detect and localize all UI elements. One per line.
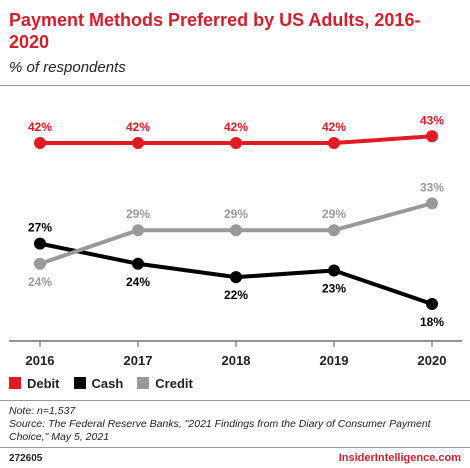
brand-logo-text: InsiderIntelligence.com [338, 452, 461, 464]
cash-data-label: 23% [322, 281, 346, 295]
credit-data-label: 29% [224, 207, 248, 221]
source-text: Source: The Federal Reserve Banks, "2021… [9, 418, 431, 443]
cash-data-label: 24% [126, 275, 150, 289]
x-tick-label: 2016 [26, 353, 55, 368]
debit-point [328, 137, 340, 149]
cash-data-label: 22% [224, 288, 248, 302]
footer-divider [0, 400, 470, 401]
debit-point [34, 137, 46, 149]
debit-point [132, 137, 144, 149]
credit-point [328, 224, 340, 237]
credit-data-label: 24% [28, 275, 52, 289]
note-text: Note: n=1,537 [9, 405, 76, 417]
x-tick-label: 2018 [222, 353, 251, 368]
debit-data-label: 42% [28, 120, 52, 134]
legend-label-credit: Credit [155, 376, 193, 391]
legend-label-debit: Debit [27, 376, 60, 391]
debit-data-label: 42% [322, 120, 346, 134]
legend-label-cash: Cash [91, 376, 124, 391]
credit-point [132, 224, 144, 237]
bottom-divider [0, 447, 470, 448]
legend-swatch-credit [137, 377, 150, 389]
footnote: Note: n=1,537 Source: The Federal Reserv… [9, 405, 464, 444]
cash-point [426, 298, 438, 310]
debit-point [230, 137, 242, 149]
debit-data-label: 42% [126, 120, 150, 134]
series-points [34, 130, 438, 310]
chart-subtitle: % of respondents [9, 59, 126, 76]
credit-point [230, 224, 242, 237]
debit-data-label: 43% [420, 113, 444, 127]
credit-data-label: 33% [420, 180, 444, 194]
header-divider [0, 85, 470, 86]
line-chart: 2016 2017 2018 2019 2020 42% 42% 42% 42% 43% 27% 2… [9, 113, 462, 368]
x-tick-label: 2019 [320, 353, 349, 368]
cash-point [328, 264, 340, 277]
chart-id: 272605 [9, 453, 43, 464]
legend-item-debit: Debit [9, 376, 60, 391]
credit-data-label: 29% [126, 207, 150, 221]
legend-item-credit: Credit [137, 376, 193, 391]
legend-swatch-debit [9, 377, 21, 389]
credit-data-label: 29% [322, 207, 346, 221]
debit-data-label: 42% [224, 120, 248, 134]
debit-point [426, 130, 438, 143]
cash-data-label: 27% [28, 221, 52, 235]
chart-title: Payment Methods Preferred by US Adults, … [9, 10, 421, 52]
cash-data-label: 18% [420, 315, 444, 329]
legend-swatch-cash [73, 377, 86, 389]
legend: Debit Cash Credit [9, 376, 207, 391]
cash-point [34, 237, 46, 250]
x-tick-label: 2017 [124, 353, 153, 368]
cash-point [132, 257, 144, 270]
x-tick-label: 2020 [418, 353, 447, 368]
credit-point [34, 257, 46, 270]
data-labels: 42% 42% 42% 42% 43% 27% 24% 22% 23% 18% 24% 29% 29% 2… [28, 113, 444, 329]
credit-point [426, 197, 438, 210]
legend-item-cash: Cash [73, 376, 124, 391]
x-axis: 2016 2017 2018 2019 2020 [9, 340, 462, 368]
cash-point [230, 271, 242, 284]
top-rule [0, 0, 470, 5]
